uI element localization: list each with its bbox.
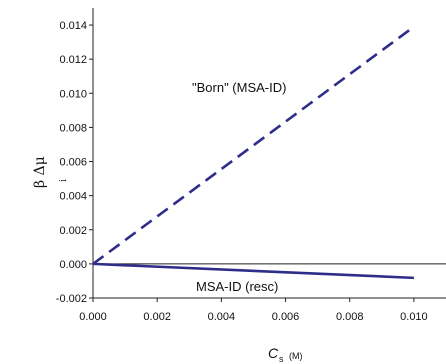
x-tick-label: 0.008	[336, 311, 364, 323]
x-tick-label: 0.010	[400, 311, 428, 323]
x-axis-label-unit: (M)	[289, 351, 303, 361]
axes	[89, 8, 446, 302]
x-axis-label-sub: s	[279, 354, 284, 364]
y-tick-label: 0.002	[59, 225, 87, 237]
x-tick-label: 0.006	[272, 311, 300, 323]
y-tick-label: 0.008	[59, 122, 87, 134]
y-tick-label: 0.000	[59, 259, 87, 271]
y-tick-label: 0.006	[59, 157, 87, 169]
y-axis-label: β Δμ i	[32, 156, 69, 188]
series-label-msa: MSA-ID (resc)	[196, 279, 278, 294]
series-group	[92, 25, 415, 280]
y-axis-label-sub: i	[59, 179, 69, 182]
series-line-msa-resc	[92, 262, 414, 280]
x-tick-label: 0.000	[79, 311, 107, 323]
y-tick-label: 0.004	[59, 191, 87, 203]
y-tick-label: 0.012	[59, 54, 87, 66]
x-tick-label: 0.004	[208, 311, 236, 323]
series-label-born: "Born" (MSA-ID)	[192, 80, 286, 95]
y-tick-label: 0.010	[59, 88, 87, 100]
y-axis-label-main: β Δμ	[32, 156, 48, 188]
series-line-born	[92, 25, 415, 265]
x-axis-label-main: C	[268, 345, 279, 361]
y-tick-label: -0.002	[56, 293, 87, 305]
x-tick-label: 0.002	[143, 311, 171, 323]
y-tick-label: 0.014	[59, 20, 87, 32]
tick-labels: -0.002 0.000 0.002 0.004 0.006 0.008 0.010 0.01…	[56, 20, 428, 323]
x-axis-label: C s (M)	[268, 345, 303, 364]
